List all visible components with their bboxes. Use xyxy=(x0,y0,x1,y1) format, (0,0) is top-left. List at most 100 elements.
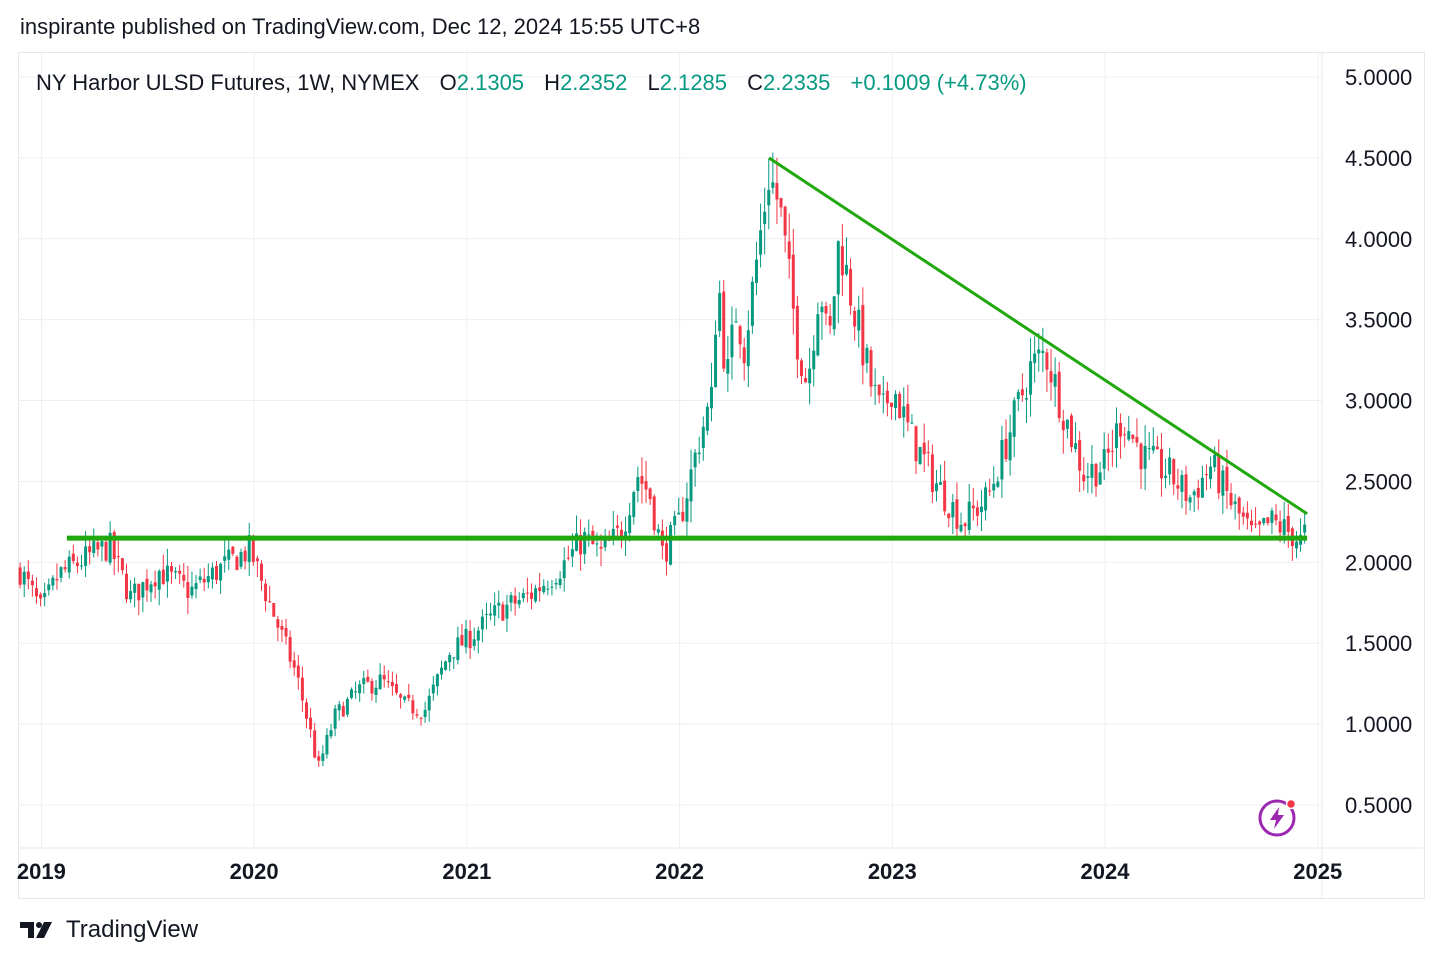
candle-body xyxy=(300,677,304,701)
candle-body xyxy=(775,183,779,200)
candle-body xyxy=(615,525,619,528)
candle-body xyxy=(779,198,783,208)
candle-body xyxy=(1270,510,1274,523)
candle-body xyxy=(464,628,468,648)
candle-body xyxy=(914,426,918,462)
candle-body xyxy=(129,591,133,600)
candle-body xyxy=(501,604,505,621)
candle-body xyxy=(984,487,988,511)
candle-body xyxy=(26,571,30,579)
candle-body xyxy=(517,600,521,605)
candle-body xyxy=(689,469,693,502)
brand-name: TradingView xyxy=(66,916,199,943)
candle-body xyxy=(1123,434,1127,436)
candle-body xyxy=(836,241,840,295)
candle-body xyxy=(693,452,697,468)
candle-body xyxy=(1180,475,1184,492)
candle-body xyxy=(1127,431,1131,440)
candle-body xyxy=(1221,470,1225,496)
price-tick-label: 2.5000 xyxy=(1345,469,1412,494)
candle-body xyxy=(738,326,742,345)
candle-body xyxy=(677,512,681,515)
candle-body xyxy=(587,534,591,536)
candle-body xyxy=(34,588,38,597)
price-tick-label: 3.0000 xyxy=(1345,389,1412,414)
candles xyxy=(18,152,1307,768)
candle-body xyxy=(1000,440,1004,480)
candle-body xyxy=(120,558,124,571)
candle-body xyxy=(1266,517,1270,524)
candle-body xyxy=(1172,459,1176,485)
candle-body xyxy=(509,595,513,603)
time-tick-label: 2021 xyxy=(442,859,491,884)
time-tick-label: 2020 xyxy=(230,859,279,884)
candle-body xyxy=(611,528,615,540)
candle-body xyxy=(804,378,808,383)
candle-body xyxy=(51,577,55,586)
candle-body xyxy=(570,549,574,557)
candle-body xyxy=(873,384,877,386)
candle-body xyxy=(174,571,178,573)
candle-body xyxy=(681,511,685,521)
candle-body xyxy=(79,565,83,567)
candle-body xyxy=(840,246,844,276)
candle-body xyxy=(1074,443,1078,450)
candle-body xyxy=(272,603,276,617)
candle-body xyxy=(427,695,431,711)
candle-body xyxy=(460,634,464,646)
candle-body xyxy=(1082,474,1086,482)
lightning-icon[interactable] xyxy=(1257,798,1297,838)
price-tick-label: 4.0000 xyxy=(1345,227,1412,252)
price-tick-label: 1.5000 xyxy=(1345,631,1412,656)
candle-body xyxy=(1119,423,1123,437)
candle-body xyxy=(354,691,358,693)
candle-body xyxy=(709,386,713,409)
candle-body xyxy=(1029,361,1033,395)
candle-body xyxy=(828,315,832,326)
candle-body xyxy=(599,546,603,549)
candle-body xyxy=(55,579,59,581)
candle-body xyxy=(145,578,149,591)
chart-panel[interactable] xyxy=(18,52,1425,899)
candle-body xyxy=(979,506,983,512)
candle-body xyxy=(349,689,353,698)
candle-body xyxy=(742,347,746,364)
time-tick-label: 2025 xyxy=(1293,859,1342,884)
candle-body xyxy=(1024,398,1028,400)
candle-body xyxy=(1192,491,1196,496)
candle-body xyxy=(423,709,427,718)
candle-body xyxy=(930,454,934,492)
candle-body xyxy=(673,516,677,526)
candle-body xyxy=(59,567,63,578)
candle-body xyxy=(39,594,43,599)
candle-body xyxy=(820,306,824,313)
candle-body xyxy=(1213,454,1217,468)
candle-body xyxy=(726,359,730,374)
candle-body xyxy=(926,452,930,454)
candle-body xyxy=(808,368,812,384)
candle-body xyxy=(247,534,251,562)
candle-body xyxy=(1258,521,1262,525)
candle-body xyxy=(317,756,321,761)
candle-body xyxy=(75,562,79,566)
candle-body xyxy=(1139,443,1143,470)
candle-body xyxy=(476,630,480,641)
candle-body xyxy=(1209,466,1213,480)
candle-body xyxy=(1164,475,1168,478)
candle-body xyxy=(202,578,206,583)
candle-body xyxy=(444,661,448,670)
candle-body xyxy=(1114,423,1118,448)
candle-body xyxy=(971,505,975,509)
candle-body xyxy=(161,569,165,585)
candle-body xyxy=(415,714,419,716)
candle-body xyxy=(943,480,947,512)
candle-body xyxy=(480,616,484,630)
candle-body xyxy=(178,570,182,574)
candle-body xyxy=(1196,487,1200,498)
candle-body xyxy=(628,515,632,534)
candle-body xyxy=(133,583,137,593)
candle-body xyxy=(538,587,542,592)
candle-body xyxy=(902,406,906,418)
high-label: H xyxy=(544,70,561,95)
